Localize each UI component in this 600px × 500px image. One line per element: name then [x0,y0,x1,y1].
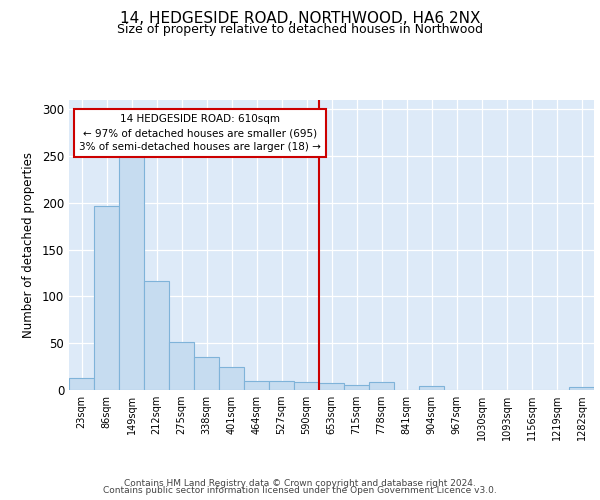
Bar [219,366,244,390]
Bar [69,378,94,390]
Bar [94,206,119,390]
Bar [419,386,444,390]
Bar [319,384,344,390]
Bar [169,342,194,390]
Text: 14 HEDGESIDE ROAD: 610sqm
← 97% of detached houses are smaller (695)
3% of semi-: 14 HEDGESIDE ROAD: 610sqm ← 97% of detac… [79,114,321,152]
Bar [194,358,219,390]
Text: Contains HM Land Registry data © Crown copyright and database right 2024.: Contains HM Land Registry data © Crown c… [124,478,476,488]
Bar [294,382,319,390]
Bar [369,382,394,390]
Bar [144,280,169,390]
Text: Size of property relative to detached houses in Northwood: Size of property relative to detached ho… [117,22,483,36]
Bar [569,387,594,390]
Bar [344,386,369,390]
Y-axis label: Number of detached properties: Number of detached properties [22,152,35,338]
Text: 14, HEDGESIDE ROAD, NORTHWOOD, HA6 2NX: 14, HEDGESIDE ROAD, NORTHWOOD, HA6 2NX [120,11,480,26]
Bar [244,380,269,390]
Bar [119,156,144,390]
Text: Contains public sector information licensed under the Open Government Licence v3: Contains public sector information licen… [103,486,497,495]
Bar [269,380,294,390]
